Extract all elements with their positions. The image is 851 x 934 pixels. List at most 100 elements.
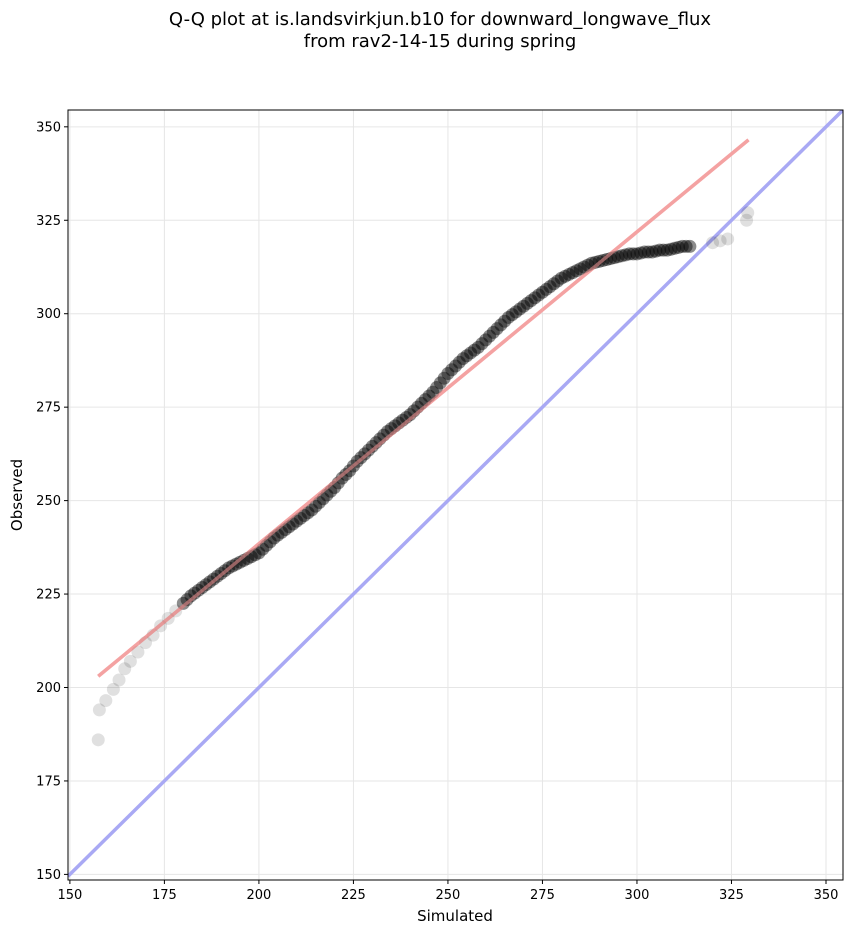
data-point: [630, 247, 644, 261]
data-point: [191, 583, 205, 597]
data-point: [335, 471, 349, 485]
data-point: [309, 499, 323, 513]
data-point: [188, 586, 202, 600]
data-point: [675, 239, 689, 253]
data-point: [498, 314, 512, 328]
data-point: [91, 733, 105, 747]
y-tick-label: 150: [36, 868, 61, 883]
data-point: [562, 267, 576, 281]
data-point: [558, 269, 572, 283]
data-point: [305, 503, 319, 517]
data-point: [577, 260, 591, 274]
data-point: [622, 247, 636, 261]
y-tick-label: 200: [36, 681, 61, 696]
data-point: [483, 329, 497, 343]
data-point: [741, 206, 755, 220]
data-point: [645, 245, 659, 259]
plot-marks: [68, 110, 843, 878]
y-tick-label: 300: [36, 307, 61, 322]
x-tick-label: 175: [152, 888, 177, 903]
data-point: [551, 274, 565, 288]
x-tick-label: 350: [814, 888, 839, 903]
data-point: [441, 367, 455, 381]
data-point: [362, 443, 376, 457]
data-point: [286, 517, 300, 531]
data-point: [569, 264, 583, 278]
y-tick-label: 225: [36, 588, 61, 603]
x-tick-label: 200: [247, 888, 272, 903]
data-point: [517, 299, 531, 313]
data-point: [501, 310, 515, 324]
data-point: [656, 243, 670, 257]
identity-line: [68, 110, 843, 878]
data-point: [721, 232, 735, 246]
data-point: [99, 694, 113, 708]
axis-ticks: 150 175 200 225 250 275 300 325 350 150 175 200 225 2…: [36, 120, 838, 903]
data-point: [505, 308, 519, 322]
data-point: [683, 239, 697, 253]
data-point: [118, 662, 132, 676]
data-point: [672, 240, 686, 254]
data-point: [471, 340, 485, 354]
x-tick-label: 275: [530, 888, 555, 903]
data-point: [131, 645, 145, 659]
data-point: [641, 245, 655, 259]
data-point: [475, 337, 489, 351]
data-point: [649, 244, 663, 258]
data-point: [554, 271, 568, 285]
chart-title-line-2: from rav2-14-15 during spring: [303, 31, 577, 52]
data-point: [252, 546, 266, 560]
data-point: [653, 243, 667, 257]
y-tick-label: 325: [36, 214, 61, 229]
data-point: [660, 243, 674, 257]
data-point: [180, 593, 194, 607]
data-point: [520, 296, 534, 310]
data-point: [479, 333, 493, 347]
data-point: [494, 318, 508, 332]
x-tick-label: 325: [719, 888, 744, 903]
data-point: [532, 288, 546, 302]
data-point: [566, 266, 580, 280]
data-point: [106, 682, 120, 696]
data-point: [619, 248, 633, 262]
data-point: [668, 241, 682, 255]
plot-frame: [67, 109, 844, 881]
data-point: [456, 352, 470, 366]
chart-title: Q-Q plot at is.landsvirkjun.b10 for down…: [0, 9, 851, 53]
data-point: [513, 302, 527, 316]
data-point: [233, 555, 247, 569]
data-point: [713, 234, 727, 248]
x-axis-label: Simulated: [417, 907, 493, 925]
data-point: [509, 305, 523, 319]
y-tick-label: 275: [36, 401, 61, 416]
fit-line-overlay: [97, 138, 750, 678]
data-point: [301, 506, 315, 520]
y-axis-label: Observed: [8, 459, 26, 531]
data-point: [460, 349, 474, 363]
chart-title-line-1: Q-Q plot at is.landsvirkjun.b10 for down…: [168, 9, 712, 30]
y-tick-label: 250: [36, 494, 61, 509]
data-point: [256, 542, 270, 556]
data-point: [664, 242, 678, 256]
data-point: [449, 359, 462, 373]
data-point: [524, 294, 538, 308]
data-point: [626, 247, 640, 261]
data-point: [464, 346, 478, 360]
data-point: [294, 511, 307, 525]
data-point: [543, 280, 557, 294]
data-point: [611, 250, 625, 264]
x-tick-label: 300: [625, 888, 650, 903]
data-point: [92, 703, 106, 717]
x-tick-label: 250: [436, 888, 461, 903]
data-point: [467, 343, 481, 357]
x-tick-label: 225: [341, 888, 366, 903]
data-point: [290, 514, 304, 528]
data-point: [615, 249, 629, 263]
data-point: [490, 322, 504, 336]
x-tick-label: 150: [57, 888, 82, 903]
data-point: [634, 246, 648, 260]
data-point: [638, 245, 652, 259]
data-point: [297, 509, 311, 523]
data-point: [445, 363, 459, 377]
